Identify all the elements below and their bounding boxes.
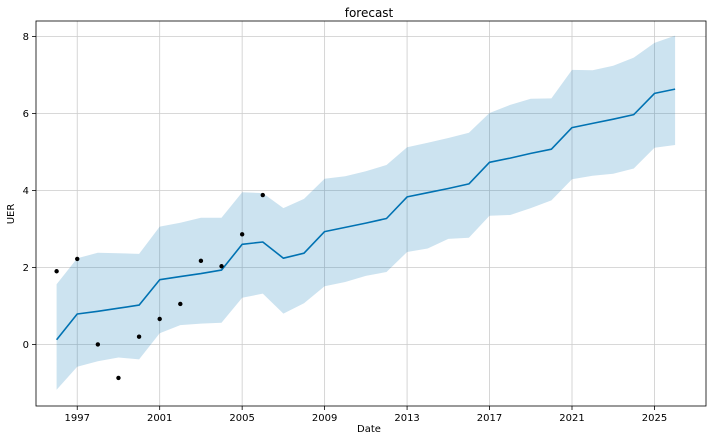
y-tick-label: 0 [23,340,29,351]
forecast-line-layer [55,88,676,341]
interval-band-layer [56,35,676,390]
x-tick-label: 2017 [477,413,502,424]
x-tick-label: 2001 [147,413,172,424]
observed-point [54,269,59,274]
observed-point [239,232,245,237]
observed-point [198,258,204,264]
plot-frame [35,20,707,407]
observed-point [136,334,142,339]
y-axis-title: UER [6,204,17,225]
x-tick-label: 2009 [312,413,337,424]
y-tick-label: 6 [23,109,29,120]
x-tick-label: 2021 [559,413,584,424]
x-tick-label: 2013 [394,413,419,424]
uncertainty-band [56,35,676,390]
x-tick-label: 2025 [642,413,667,424]
x-axis-title: Date [357,424,381,435]
x-tick-label: 2005 [229,413,254,424]
forecast-line [55,88,676,341]
observed-point [95,342,101,347]
observed-point [219,264,224,269]
observed-point [75,256,80,262]
observed-point [157,316,162,322]
grid-layer [36,21,706,406]
observed-points-layer [54,192,265,381]
observed-point [116,375,121,381]
y-tick-label: 8 [23,32,29,43]
observed-point [178,301,183,307]
tick-layer: 1997 2001 2005 2009 2013 2017 2021 2025 0 2 4 6 8 [23,32,668,424]
observed-point [260,192,265,198]
y-tick-label: 4 [23,186,29,197]
y-tick-label: 2 [23,263,29,274]
x-tick-label: 1997 [65,413,90,424]
chart-title: forecast [345,6,394,20]
